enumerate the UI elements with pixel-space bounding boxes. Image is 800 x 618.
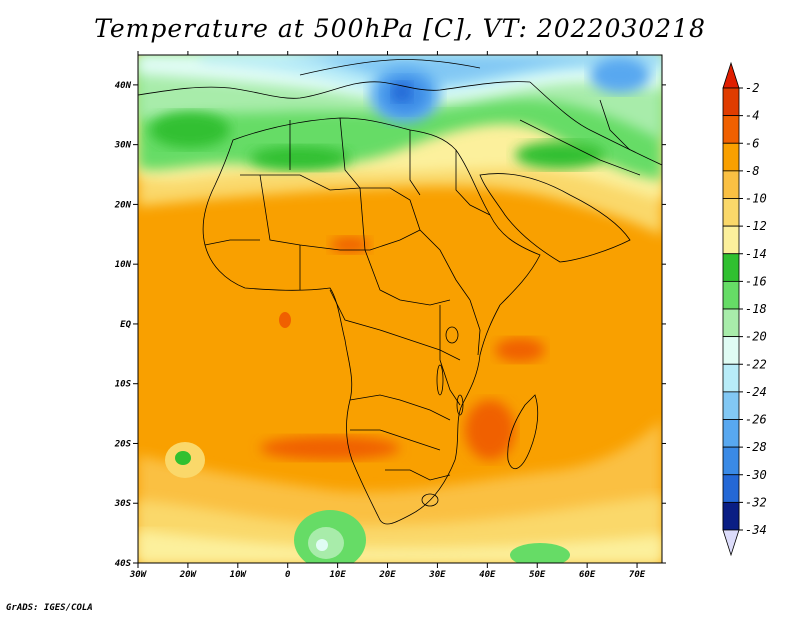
lon-tick-label: 50E (529, 570, 546, 580)
lon-tick-label: 30E (428, 570, 446, 580)
colorbar-label: -2 (745, 81, 759, 95)
colorbar-swatch (722, 170, 740, 199)
colorbar-label: -28 (745, 440, 767, 454)
colorbar-label: -20 (745, 330, 767, 344)
lat-tick-label: 20S (114, 439, 132, 449)
colorbar-label: -14 (745, 247, 767, 261)
colorbar-swatch (722, 363, 740, 393)
colorbar-swatch (722, 198, 740, 227)
lon-tick-label: 10E (329, 570, 346, 580)
colorbar-label: -32 (745, 495, 767, 509)
lat-tick-label: 30N (114, 141, 132, 151)
lat-tick-label: EQ (120, 320, 131, 330)
colorbar-label: -6 (745, 136, 759, 150)
colorbar-swatch (722, 336, 740, 365)
lat-tick-label: 40N (115, 81, 132, 91)
lat-tick-label: 40S (115, 559, 132, 569)
colorbar-swatch (722, 115, 740, 144)
lon-tick-label: 10W (230, 570, 248, 580)
colorbar-swatch (722, 142, 740, 172)
colorbar-label: -22 (745, 357, 767, 371)
lat-tick-label: 10S (115, 380, 132, 390)
colorbar-label: -4 (745, 109, 759, 123)
africa-coastline (138, 59, 662, 525)
colorbar-swatch (722, 87, 740, 117)
temperature-field (138, 55, 662, 563)
colorbar-label: -16 (745, 274, 767, 288)
lon-tick-label: 0 (285, 570, 291, 580)
colorbar-swatch (722, 280, 740, 310)
colorbar-swatch (722, 391, 740, 420)
colorbar-swatch (722, 308, 740, 338)
colorbar-swatch (722, 419, 740, 448)
colorbar-label: -8 (745, 164, 759, 178)
credit-text: GrADS: IGES/COLA (6, 603, 93, 613)
colorbar-over-arrow (722, 61, 740, 89)
colorbar-swatch (722, 253, 740, 282)
colorbar-label: -12 (745, 219, 767, 233)
lon-tick-label: 30W (129, 570, 148, 580)
lat-tick-label: 10N (115, 260, 132, 270)
lat-tick-label: 20N (114, 200, 132, 210)
lon-tick-label: 70E (629, 570, 646, 580)
lon-tick-label: 20W (179, 570, 198, 580)
colorbar-label: -30 (745, 468, 767, 482)
colorbar-swatch (722, 225, 740, 255)
colorbar-label: -18 (745, 302, 767, 316)
lon-tick-label: 40E (479, 570, 496, 580)
colorbar-swatch (722, 446, 740, 476)
colorbar-under-arrow (722, 529, 740, 557)
colorbar-label: -34 (745, 523, 767, 537)
lon-tick-label: 20E (378, 570, 396, 580)
colorbar-swatch-last (722, 501, 740, 531)
colorbar-label: -26 (745, 413, 767, 427)
map-frame (137, 54, 663, 564)
map-title: Temperature at 500hPa [C], VT: 202203021… (94, 14, 706, 43)
lat-tick-label: 30S (114, 499, 132, 509)
colorbar-swatch (722, 474, 740, 503)
colorbar-label: -24 (745, 385, 767, 399)
lon-tick-label: 60E (579, 570, 596, 580)
colorbar: -2 -4 -6 -8 -10 -12 -14 -16 -18 -20 -22 -24 -26 -28 -3… (722, 61, 767, 557)
colorbar-label: -10 (745, 192, 767, 206)
